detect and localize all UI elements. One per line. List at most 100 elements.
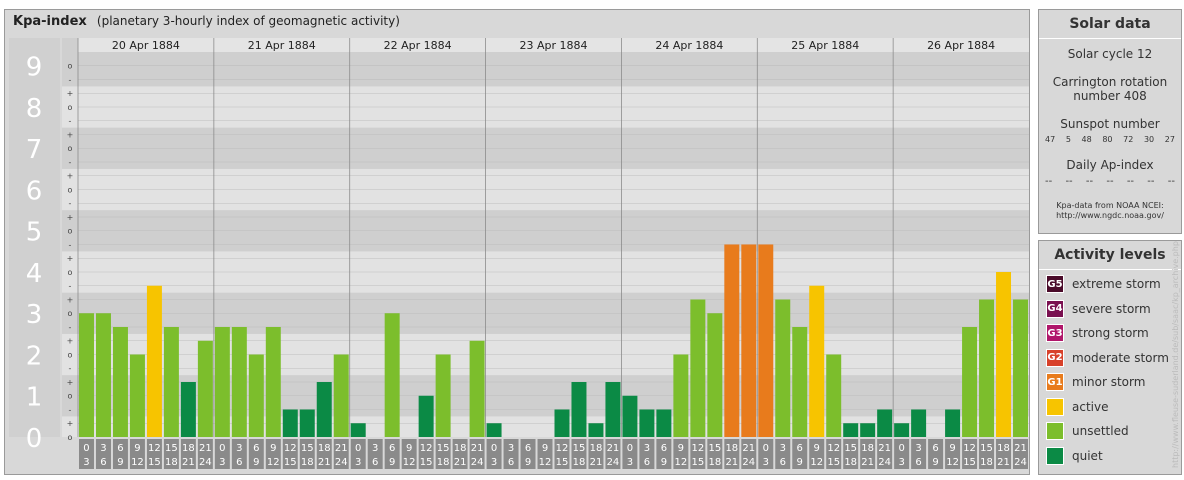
interval-start-label: 15 (165, 443, 178, 454)
interval-start-label: 12 (148, 443, 161, 454)
interval-start-label: 18 (454, 443, 467, 454)
interval-start-label: 21 (878, 443, 891, 454)
interval-end-label: 6 (508, 457, 514, 468)
kp-bar (571, 382, 587, 437)
interval-box (1013, 439, 1028, 469)
ap-value: -- (1167, 176, 1175, 187)
day-label: 20 Apr 1884 (112, 39, 180, 52)
kp-bar (860, 423, 876, 437)
interval-start-label: 6 (932, 443, 938, 454)
ap-value: -- (1085, 176, 1094, 187)
interval-start-label: 6 (253, 443, 259, 454)
interval-end-label: 3 (763, 457, 769, 468)
kp-bar (197, 340, 213, 437)
day-label: 24 Apr 1884 (655, 39, 723, 52)
interval-box (826, 439, 842, 469)
interval-end-label: 24 (607, 457, 620, 468)
interval-end-label: 21 (454, 457, 467, 468)
chart-title-row: Kpa-index (planetary 3-hourly index of g… (13, 14, 400, 32)
kp-bar (333, 354, 349, 437)
interval-start-label: 15 (844, 443, 857, 454)
y-minor-tick-label: o (68, 392, 73, 401)
ap-value: -- (1045, 176, 1053, 187)
interval-end-label: 15 (284, 457, 297, 468)
y-minor-tick-label: + (67, 130, 74, 139)
interval-box (588, 439, 604, 469)
interval-box (690, 439, 706, 469)
y-minor-tick-label: + (67, 378, 74, 387)
interval-start-label: 0 (491, 443, 497, 454)
interval-box (350, 439, 366, 469)
legend-item-unsettled: unsettled (1039, 419, 1181, 444)
interval-end-label: 18 (437, 457, 450, 468)
y-minor-tick-label: + (67, 295, 74, 304)
interval-box (112, 439, 128, 469)
legend-label: severe storm (1072, 301, 1151, 316)
interval-box (95, 439, 111, 469)
date-header-strip (78, 38, 1029, 52)
legend-swatch: G4 (1046, 299, 1064, 318)
legend-item-moderate-storm: G2 moderate storm (1039, 346, 1181, 371)
y-minor-tick-label: - (69, 158, 72, 167)
interval-start-label: 15 (980, 443, 993, 454)
y-minor-tick-label: - (69, 364, 72, 373)
y-minor-tick-label: o (68, 185, 73, 194)
interval-box (282, 439, 298, 469)
y-tick-label: 3 (26, 300, 43, 330)
y-minor-tick-label: + (67, 89, 74, 98)
data-source: Kpa-data from NOAA NCEI: http://www.ngdc… (1039, 201, 1181, 221)
y-minor-tick-label: - (69, 117, 72, 126)
y-minor-tick-label: o (68, 144, 73, 153)
watermark-url: http://www.fleuse-suderland.de/sub/saac/… (1171, 241, 1180, 468)
y-minor-tick-label: o (68, 433, 73, 442)
interval-box (418, 439, 434, 469)
interval-box (401, 439, 417, 469)
interval-box (469, 439, 485, 469)
interval-box (758, 439, 774, 469)
kp-bar (877, 409, 893, 437)
interval-end-label: 18 (573, 457, 586, 468)
y-tick-label: 0 (26, 424, 43, 454)
interval-box (435, 439, 451, 469)
kp-bar (690, 299, 706, 437)
interval-end-label: 9 (932, 457, 938, 468)
interval-end-label: 24 (742, 457, 755, 468)
interval-end-label: 9 (797, 457, 803, 468)
y-tick-label: 9 (26, 53, 43, 83)
interval-end-label: 21 (861, 457, 874, 468)
y-minor-tick-label: o (68, 309, 73, 318)
y-axis-column (9, 38, 60, 437)
interval-end-label: 21 (182, 457, 195, 468)
interval-start-label: 12 (284, 443, 297, 454)
interval-box (129, 439, 145, 469)
interval-start-label: 9 (270, 443, 276, 454)
kp-bar (843, 423, 859, 437)
interval-end-label: 24 (1014, 457, 1027, 468)
interval-start-label: 9 (814, 443, 820, 454)
interval-box (554, 439, 570, 469)
chart-title: Kpa-index (13, 14, 87, 29)
interval-box (231, 439, 247, 469)
kp-bar (350, 423, 366, 437)
legend-label: extreme storm (1072, 277, 1161, 292)
activity-levels-header: Activity levels (1039, 241, 1181, 270)
interval-end-label: 9 (253, 457, 259, 468)
kp-bar (639, 409, 655, 437)
kp-bar (112, 326, 128, 437)
interval-start-label: 9 (678, 443, 684, 454)
interval-box (571, 439, 587, 469)
kp-bar (79, 313, 94, 437)
sunspot-value: 72 (1123, 135, 1134, 144)
data-source-link[interactable]: http://www.ngdc.noaa.gov/ (1056, 211, 1164, 220)
sunspot-label: Sunspot number (1060, 117, 1160, 131)
legend-swatch (1046, 446, 1064, 465)
interval-box (367, 439, 383, 469)
interval-end-label: 12 (810, 457, 823, 468)
sunspot-value: 30 (1143, 135, 1155, 144)
day-label: 23 Apr 1884 (519, 39, 587, 52)
interval-start-label: 15 (708, 443, 721, 454)
interval-start-label: 0 (763, 443, 769, 454)
interval-box (724, 439, 740, 469)
interval-end-label: 12 (267, 457, 280, 468)
y-tick-label: 4 (26, 259, 43, 289)
